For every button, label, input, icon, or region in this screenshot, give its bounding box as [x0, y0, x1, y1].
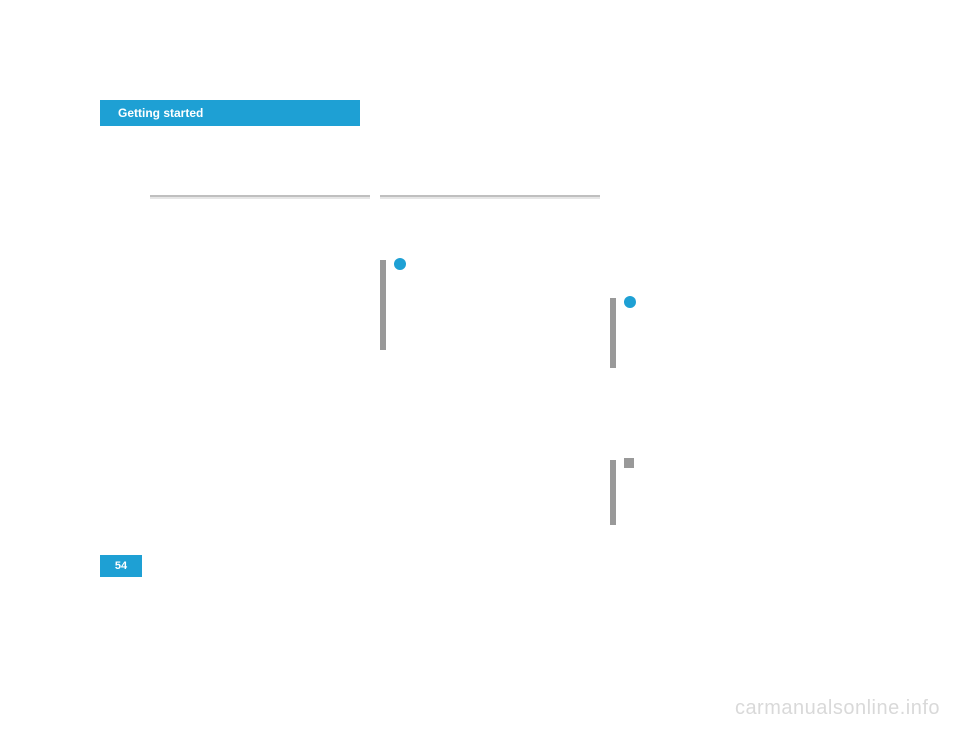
page-number-badge: 54 [100, 555, 142, 577]
info-icon [624, 296, 636, 308]
note-icon [624, 458, 634, 468]
page-number: 54 [115, 560, 127, 572]
column-1 [150, 195, 370, 207]
column-rule [380, 195, 600, 197]
column-2 [380, 195, 600, 207]
section-header-tab: Getting started [100, 100, 360, 126]
note-bar [610, 298, 616, 368]
section-label: Getting started [118, 106, 203, 120]
column-rule [150, 195, 370, 197]
note-bar [610, 460, 616, 525]
manual-page: Getting started 54 [100, 100, 860, 600]
info-icon [394, 258, 406, 270]
note-bar [380, 260, 386, 350]
watermark-text: carmanualsonline.info [735, 697, 940, 720]
